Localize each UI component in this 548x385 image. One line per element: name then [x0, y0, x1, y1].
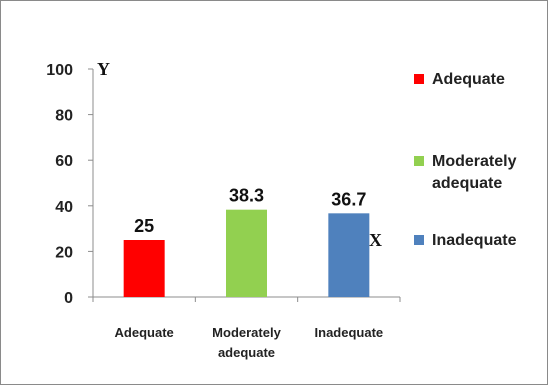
category-label-line: adequate — [218, 345, 275, 360]
legend-label-line: adequate — [432, 175, 502, 192]
legend-label: Adequate — [432, 71, 505, 88]
data-label: 38.3 — [229, 186, 264, 206]
category-label-line: Moderately — [212, 325, 281, 340]
bar — [226, 209, 267, 297]
category-label: Moderately adequate — [212, 325, 281, 360]
y-tick-label: 40 — [55, 199, 73, 216]
legend: Adequate Moderately adequate Inadequate — [414, 71, 517, 249]
category-label-line: Inadequate — [315, 325, 384, 340]
data-labels: 25 38.3 36.7 — [134, 186, 366, 236]
category-label-line: Adequate — [115, 325, 174, 340]
legend-swatch — [414, 156, 424, 166]
y-tick-label: 80 — [55, 108, 73, 125]
bar — [328, 213, 370, 297]
data-label: 25 — [134, 216, 154, 236]
legend-label: Inadequate — [432, 232, 517, 249]
legend-label-line: Inadequate — [432, 232, 517, 249]
legend-label-line: Moderately — [432, 153, 517, 170]
y-tick-label: 20 — [55, 244, 73, 261]
legend-swatch — [414, 235, 424, 245]
y-axis: 0 20 40 60 80 100 — [46, 62, 94, 307]
category-label: Adequate — [115, 325, 174, 340]
bars — [123, 209, 370, 297]
data-label: 36.7 — [331, 189, 366, 209]
category-labels: Adequate Moderately adequate Inadequate — [115, 325, 384, 360]
x-axis — [92, 296, 401, 302]
y-tick-label: 60 — [55, 153, 73, 170]
legend-label-line: Adequate — [432, 71, 505, 88]
bar — [123, 240, 165, 297]
legend-label: Moderately adequate — [432, 153, 517, 192]
y-tick-label: 0 — [64, 290, 73, 307]
category-label: Inadequate — [315, 325, 384, 340]
y-tick-label: 100 — [46, 62, 73, 79]
y-axis-label: Y — [97, 59, 110, 79]
legend-swatch — [414, 74, 424, 84]
x-axis-label: X — [369, 230, 382, 250]
